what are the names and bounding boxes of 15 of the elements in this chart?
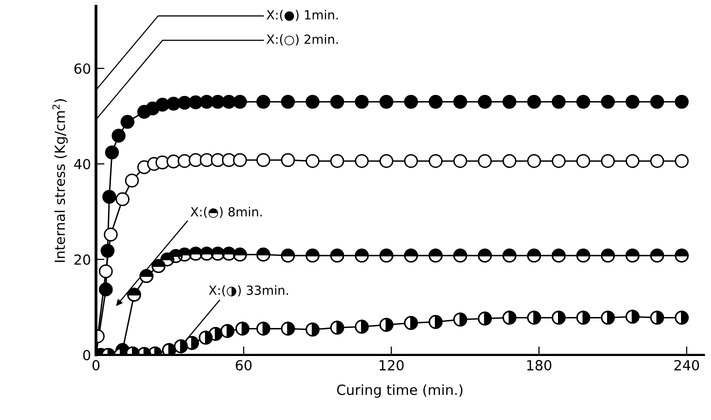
annotation: X:(◑) 33min. bbox=[208, 285, 288, 296]
x-tick-label: 60 bbox=[236, 360, 252, 371]
annotation: X:(◓) 8min. bbox=[190, 206, 262, 218]
x-axis-title: Curing time (min.) bbox=[337, 384, 462, 398]
x-tick-label: 180 bbox=[527, 360, 552, 371]
y-tick-label: 40 bbox=[74, 158, 90, 170]
annotation: X:(○) 2min. bbox=[266, 34, 338, 46]
x-tick-label: 120 bbox=[380, 360, 404, 371]
x-tick-label: 0 bbox=[92, 360, 100, 371]
y-tick-label: 0 bbox=[83, 350, 90, 360]
y-tick-label: 60 bbox=[74, 63, 90, 74]
annotation: X:(●) 1min. bbox=[266, 10, 338, 22]
y-tick-label: 20 bbox=[74, 254, 90, 265]
y-axis-title: Internal stress (Kg/cm$^{2}$) bbox=[52, 99, 68, 262]
x-tick-label: 240 bbox=[674, 360, 699, 371]
